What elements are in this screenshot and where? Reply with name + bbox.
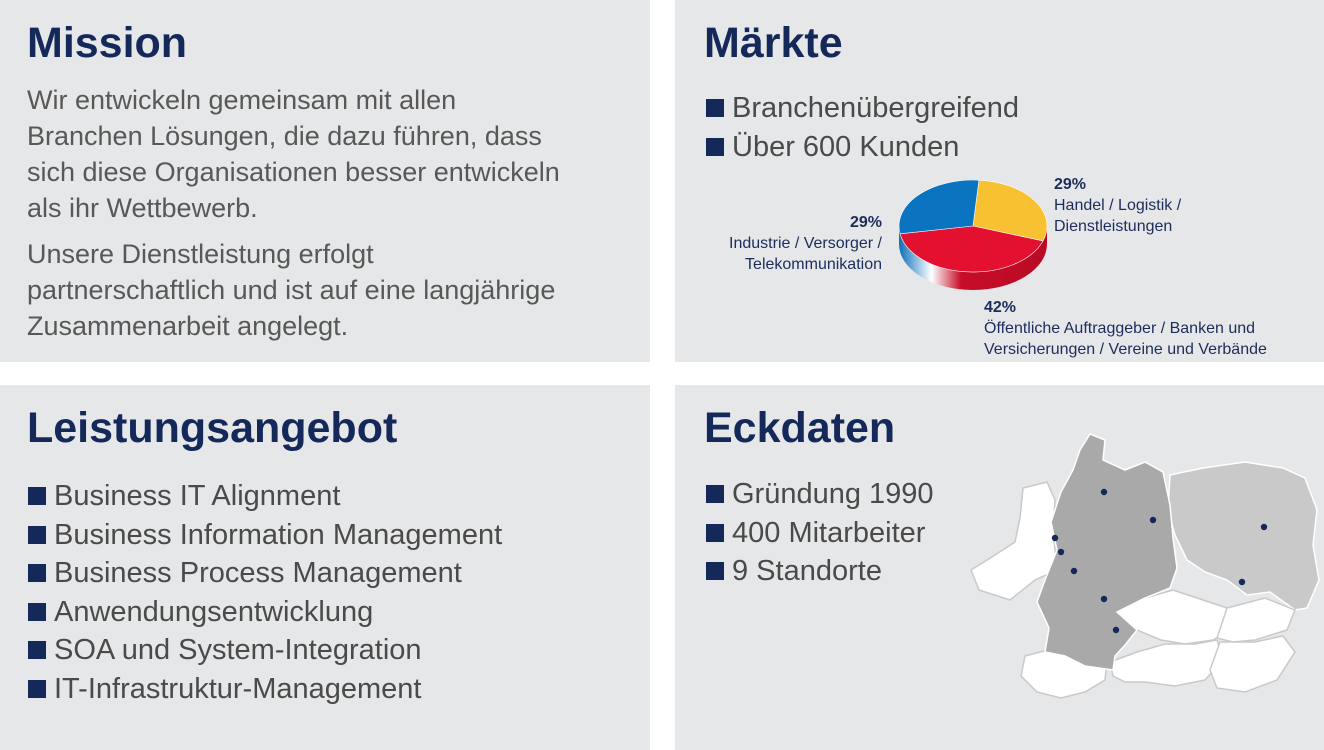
bullet-square-icon (706, 99, 724, 117)
markets-bullet-list: Branchenübergreifend Über 600 Kunden (706, 89, 1019, 166)
list-item-label: IT-Infrastruktur-Management (54, 672, 422, 705)
list-item-label: Über 600 Kunden (732, 130, 960, 163)
list-item: Branchenübergreifend (706, 89, 1019, 128)
map-country-slovakia (1216, 597, 1296, 643)
list-item-label: 9 Standorte (732, 555, 882, 587)
pie-label-text: Industrie / Versorger / (729, 235, 882, 252)
location-marker (1260, 523, 1268, 531)
bullet-square-icon (706, 523, 724, 542)
markets-panel: Märkte Branchenübergreifend Über 600 Kun… (675, 0, 1324, 362)
pie-label-oeffentliche: 42% Öffentliche Auftraggeber / Banken un… (984, 297, 1267, 360)
markets-title: Märkte (704, 19, 843, 67)
pie-slice-1 (899, 225, 1044, 273)
bullet-square-icon (28, 679, 46, 698)
list-item-label: Branchenübergreifend (732, 92, 1019, 124)
bullet-square-icon (28, 487, 46, 505)
pie-label-percent: 29% (849, 214, 882, 231)
location-marker (1112, 626, 1120, 634)
mission-paragraph-2: Unsere Dienstleistung erfolgt partnersch… (27, 236, 555, 344)
list-item-label: Anwendungsentwicklung (54, 595, 374, 628)
bullet-square-icon (28, 525, 46, 544)
pie-slice-2 (898, 180, 980, 235)
list-item-label: Business IT Alignment (54, 480, 341, 512)
pie-label-text: Telekommunikation (745, 256, 882, 273)
facts-panel: Eckdaten Gründung 1990 400 Mitarbeiter 9… (675, 385, 1324, 750)
list-item: Über 600 Kunden (706, 128, 1019, 167)
list-item: 400 Mitarbeiter (706, 514, 934, 553)
list-item: Gründung 1990 (706, 475, 934, 514)
list-item-label: SOA und System-Integration (54, 634, 422, 666)
services-title: Leistungsangebot (27, 404, 398, 452)
list-item-label: 400 Mitarbeiter (732, 516, 926, 549)
bullet-square-icon (706, 562, 724, 580)
location-marker (1057, 548, 1065, 556)
location-marker (1238, 578, 1246, 586)
pie-label-text: Versicherungen / Vereine und Verbände (984, 341, 1267, 358)
bullet-square-icon (28, 564, 46, 582)
mission-paragraph-2-line: Zusammenarbeit angelegt. (27, 311, 349, 341)
bullet-square-icon (28, 602, 46, 621)
mission-paragraph-1-line: Branchen Lösungen, die dazu führen, dass (27, 121, 542, 151)
pie-slices (898, 180, 1048, 273)
map-country-poland (1167, 461, 1320, 611)
pie-label-handel: 29% Handel / Logistik / Dienstleistungen (1054, 174, 1181, 237)
list-item: SOA und System-Integration (28, 631, 502, 670)
central-europe-map (970, 433, 1320, 699)
pie-slice-0 (972, 180, 1048, 242)
location-marker (1051, 534, 1059, 542)
mission-paragraph-1: Wir entwickeln gemeinsam mit allen Branc… (27, 82, 560, 226)
list-item-label: Business Information Management (54, 518, 503, 551)
pie-label-text: Öffentliche Auftraggeber / Banken und (984, 320, 1256, 337)
list-item-label: Business Process Management (54, 557, 462, 589)
pie-label-percent: 42% (984, 299, 1017, 316)
mission-paragraph-1-line: Wir entwickeln gemeinsam mit allen (27, 85, 457, 115)
services-bullet-list: Business IT Alignment Business Informati… (28, 477, 502, 708)
pie-rim (899, 226, 1047, 290)
mission-panel: Mission Wir entwickeln gemeinsam mit all… (0, 0, 650, 362)
mission-title: Mission (27, 19, 188, 67)
facts-bullet-list: Gründung 1990 400 Mitarbeiter 9 Standort… (706, 475, 934, 591)
list-item: IT-Infrastruktur-Management (28, 670, 502, 709)
mission-paragraph-2-line: partnerschaftlich und ist auf eine langj… (27, 275, 556, 305)
bullet-square-icon (28, 641, 46, 659)
list-item: Business Process Management (28, 554, 502, 593)
location-marker (1149, 516, 1157, 524)
bullet-square-icon (706, 485, 724, 503)
mission-paragraph-2-line: Unsere Dienstleistung erfolgt (27, 239, 374, 269)
list-item: Business IT Alignment (28, 477, 502, 516)
list-item-label: Gründung 1990 (732, 478, 934, 510)
location-marker (1070, 567, 1078, 575)
list-item: Anwendungsentwicklung (28, 593, 502, 632)
list-item: 9 Standorte (706, 552, 934, 591)
bullet-square-icon (706, 137, 724, 156)
list-item: Business Information Management (28, 516, 502, 555)
location-marker (1100, 488, 1108, 496)
market-pie-chart (898, 180, 1048, 290)
pie-label-percent: 29% (1054, 176, 1087, 193)
services-panel: Leistungsangebot Business IT Alignment B… (0, 385, 650, 750)
mission-paragraph-1-line: sich diese Organisationen besser entwick… (27, 157, 560, 187)
location-marker (1100, 595, 1108, 603)
mission-paragraph-1-line: als ihr Wettbewerb. (27, 193, 258, 223)
pie-label-industrie: 29% Industrie / Versorger / Telekommunik… (729, 212, 882, 275)
map-country-hungary (1209, 635, 1296, 693)
pie-label-text: Handel / Logistik / (1054, 197, 1182, 214)
map-country-benelux (970, 481, 1058, 601)
pie-label-text: Dienstleistungen (1054, 218, 1173, 235)
facts-title: Eckdaten (704, 404, 896, 452)
map-country-austria (1109, 639, 1224, 687)
